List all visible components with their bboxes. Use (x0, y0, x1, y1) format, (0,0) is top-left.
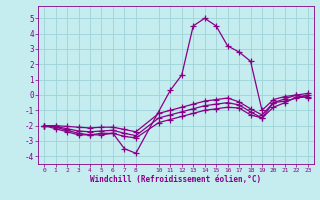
X-axis label: Windchill (Refroidissement éolien,°C): Windchill (Refroidissement éolien,°C) (91, 175, 261, 184)
